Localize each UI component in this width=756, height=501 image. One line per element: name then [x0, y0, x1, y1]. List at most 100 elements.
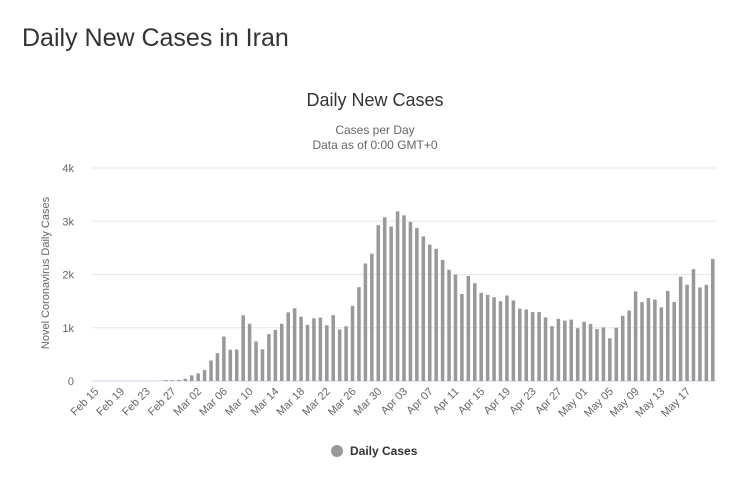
bar[interactable] — [633, 291, 638, 381]
bar[interactable] — [550, 326, 554, 381]
bar[interactable] — [331, 315, 336, 381]
bar[interactable] — [350, 305, 355, 381]
bar[interactable] — [196, 373, 200, 381]
bar[interactable] — [447, 269, 451, 381]
bar[interactable] — [691, 269, 696, 381]
bar[interactable] — [357, 287, 361, 381]
bar[interactable] — [440, 259, 445, 381]
bar[interactable] — [389, 226, 393, 381]
bar[interactable] — [267, 334, 271, 381]
bar[interactable] — [292, 308, 297, 381]
bar[interactable] — [665, 290, 670, 381]
bar[interactable] — [614, 327, 619, 381]
bar[interactable] — [273, 329, 278, 381]
bar[interactable] — [305, 324, 310, 381]
bar[interactable] — [402, 215, 406, 381]
bar[interactable] — [711, 258, 715, 381]
bar[interactable] — [344, 326, 348, 381]
bar[interactable] — [678, 276, 683, 381]
bar[interactable] — [202, 370, 207, 381]
chart-subtitle-line-2: Data as of 0:00 GMT+0 — [312, 138, 437, 152]
legend-label[interactable]: Daily Cases — [350, 444, 418, 458]
bar[interactable] — [254, 341, 258, 381]
bar[interactable] — [427, 244, 432, 381]
bar[interactable] — [460, 293, 464, 381]
bar[interactable] — [537, 311, 541, 381]
bar[interactable] — [485, 294, 490, 381]
y-tick-label: 2k — [62, 270, 74, 282]
bar[interactable] — [382, 217, 387, 381]
bar[interactable] — [395, 211, 400, 381]
bar[interactable] — [222, 336, 226, 381]
bar[interactable] — [286, 312, 290, 381]
bar[interactable] — [640, 302, 644, 381]
bar[interactable] — [672, 301, 676, 381]
bar[interactable] — [704, 284, 709, 381]
bar[interactable] — [234, 349, 239, 381]
bar[interactable] — [582, 321, 586, 381]
bar[interactable] — [376, 225, 381, 381]
bar[interactable] — [492, 297, 496, 381]
bar[interactable] — [575, 328, 580, 381]
bar[interactable] — [164, 380, 168, 381]
y-tick-label: 0 — [68, 376, 74, 388]
bar[interactable] — [325, 325, 329, 381]
bar[interactable] — [479, 292, 483, 381]
bar[interactable] — [620, 315, 625, 381]
bar[interactable] — [209, 360, 213, 381]
x-tick-label: Mar 14 — [249, 386, 282, 419]
bar[interactable] — [466, 275, 471, 381]
bar[interactable] — [698, 287, 702, 381]
bar[interactable] — [627, 310, 631, 381]
bar[interactable] — [472, 283, 477, 381]
bar[interactable] — [370, 253, 374, 381]
bar[interactable] — [518, 308, 522, 381]
x-tick-label: Feb 23 — [120, 386, 153, 419]
bar[interactable] — [299, 316, 303, 381]
y-axis-title: Novel Coronavirus Daily Cases — [40, 196, 52, 349]
bar[interactable] — [241, 315, 245, 381]
bar[interactable] — [646, 298, 651, 381]
bar[interactable] — [421, 236, 426, 381]
bar[interactable] — [170, 380, 175, 381]
bar[interactable] — [608, 338, 612, 381]
bar[interactable] — [189, 375, 194, 381]
bar[interactable] — [653, 299, 657, 381]
bar[interactable] — [247, 323, 252, 381]
bar[interactable] — [556, 318, 561, 381]
bar[interactable] — [595, 329, 599, 381]
bar[interactable] — [183, 378, 188, 381]
bar[interactable] — [177, 379, 181, 381]
x-tick-label: Mar 06 — [197, 386, 230, 419]
bars — [157, 211, 715, 381]
x-tick-label: Mar 18 — [274, 386, 307, 419]
bar[interactable] — [563, 320, 567, 381]
bar[interactable] — [543, 317, 548, 381]
bar[interactable] — [498, 301, 503, 381]
bar[interactable] — [363, 263, 368, 381]
bar[interactable] — [453, 274, 458, 381]
bar[interactable] — [530, 312, 535, 381]
bar[interactable] — [280, 323, 284, 381]
bar[interactable] — [312, 318, 316, 381]
bar[interactable] — [415, 227, 419, 381]
bar[interactable] — [659, 307, 664, 381]
bar[interactable] — [685, 284, 689, 381]
bar[interactable] — [588, 323, 593, 381]
bar[interactable] — [337, 329, 342, 381]
bar[interactable] — [408, 221, 413, 381]
bar[interactable] — [505, 295, 509, 381]
bar[interactable] — [524, 309, 528, 381]
bar[interactable] — [215, 353, 220, 381]
legend[interactable]: Daily Cases — [331, 444, 418, 458]
bar[interactable] — [511, 300, 516, 381]
bar[interactable] — [228, 349, 233, 381]
bar[interactable] — [260, 349, 265, 381]
bar[interactable] — [434, 248, 438, 381]
x-tick-label: Feb 27 — [146, 386, 179, 419]
x-tick-label: May 17 — [659, 386, 693, 420]
bar[interactable] — [601, 327, 606, 381]
bar[interactable] — [318, 317, 323, 381]
bar[interactable] — [569, 319, 574, 381]
